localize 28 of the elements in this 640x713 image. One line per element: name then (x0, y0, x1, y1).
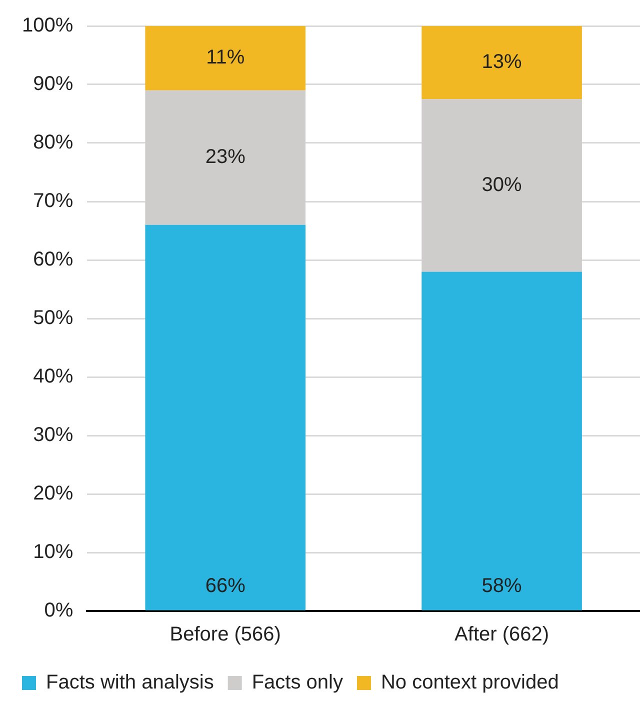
x-tick-label: After (662) (454, 624, 550, 646)
bar (422, 272, 582, 610)
bar (422, 99, 582, 272)
x-tick-label: Before (566) (170, 624, 281, 646)
y-tick-label: 50% (33, 307, 74, 330)
data-label: 30% (482, 174, 522, 196)
legend-label: Facts only (252, 672, 343, 694)
y-tick-label: 10% (33, 541, 74, 564)
y-tick-label: 70% (33, 190, 74, 212)
legend-label: Facts with analysis (46, 672, 214, 694)
y-tick-label: 100% (22, 14, 74, 37)
y-tick-label: 30% (33, 424, 74, 446)
y-tick-label: 60% (33, 248, 74, 271)
y-tick-label: 80% (33, 132, 74, 154)
data-label: 13% (482, 51, 522, 74)
data-label: 66% (205, 574, 246, 597)
y-tick-label: 20% (33, 482, 74, 505)
y-tick-label: 40% (33, 366, 74, 388)
y-tick-label: 0% (44, 600, 74, 622)
data-label: 58% (482, 574, 522, 597)
data-label: 23% (205, 146, 246, 168)
y-tick-label: 90% (33, 73, 74, 96)
bar (145, 90, 306, 225)
legend-label: No context provided (380, 672, 559, 694)
bar (145, 224, 306, 610)
data-label: 11% (206, 46, 245, 69)
bar (145, 26, 306, 90)
bar (422, 26, 582, 100)
